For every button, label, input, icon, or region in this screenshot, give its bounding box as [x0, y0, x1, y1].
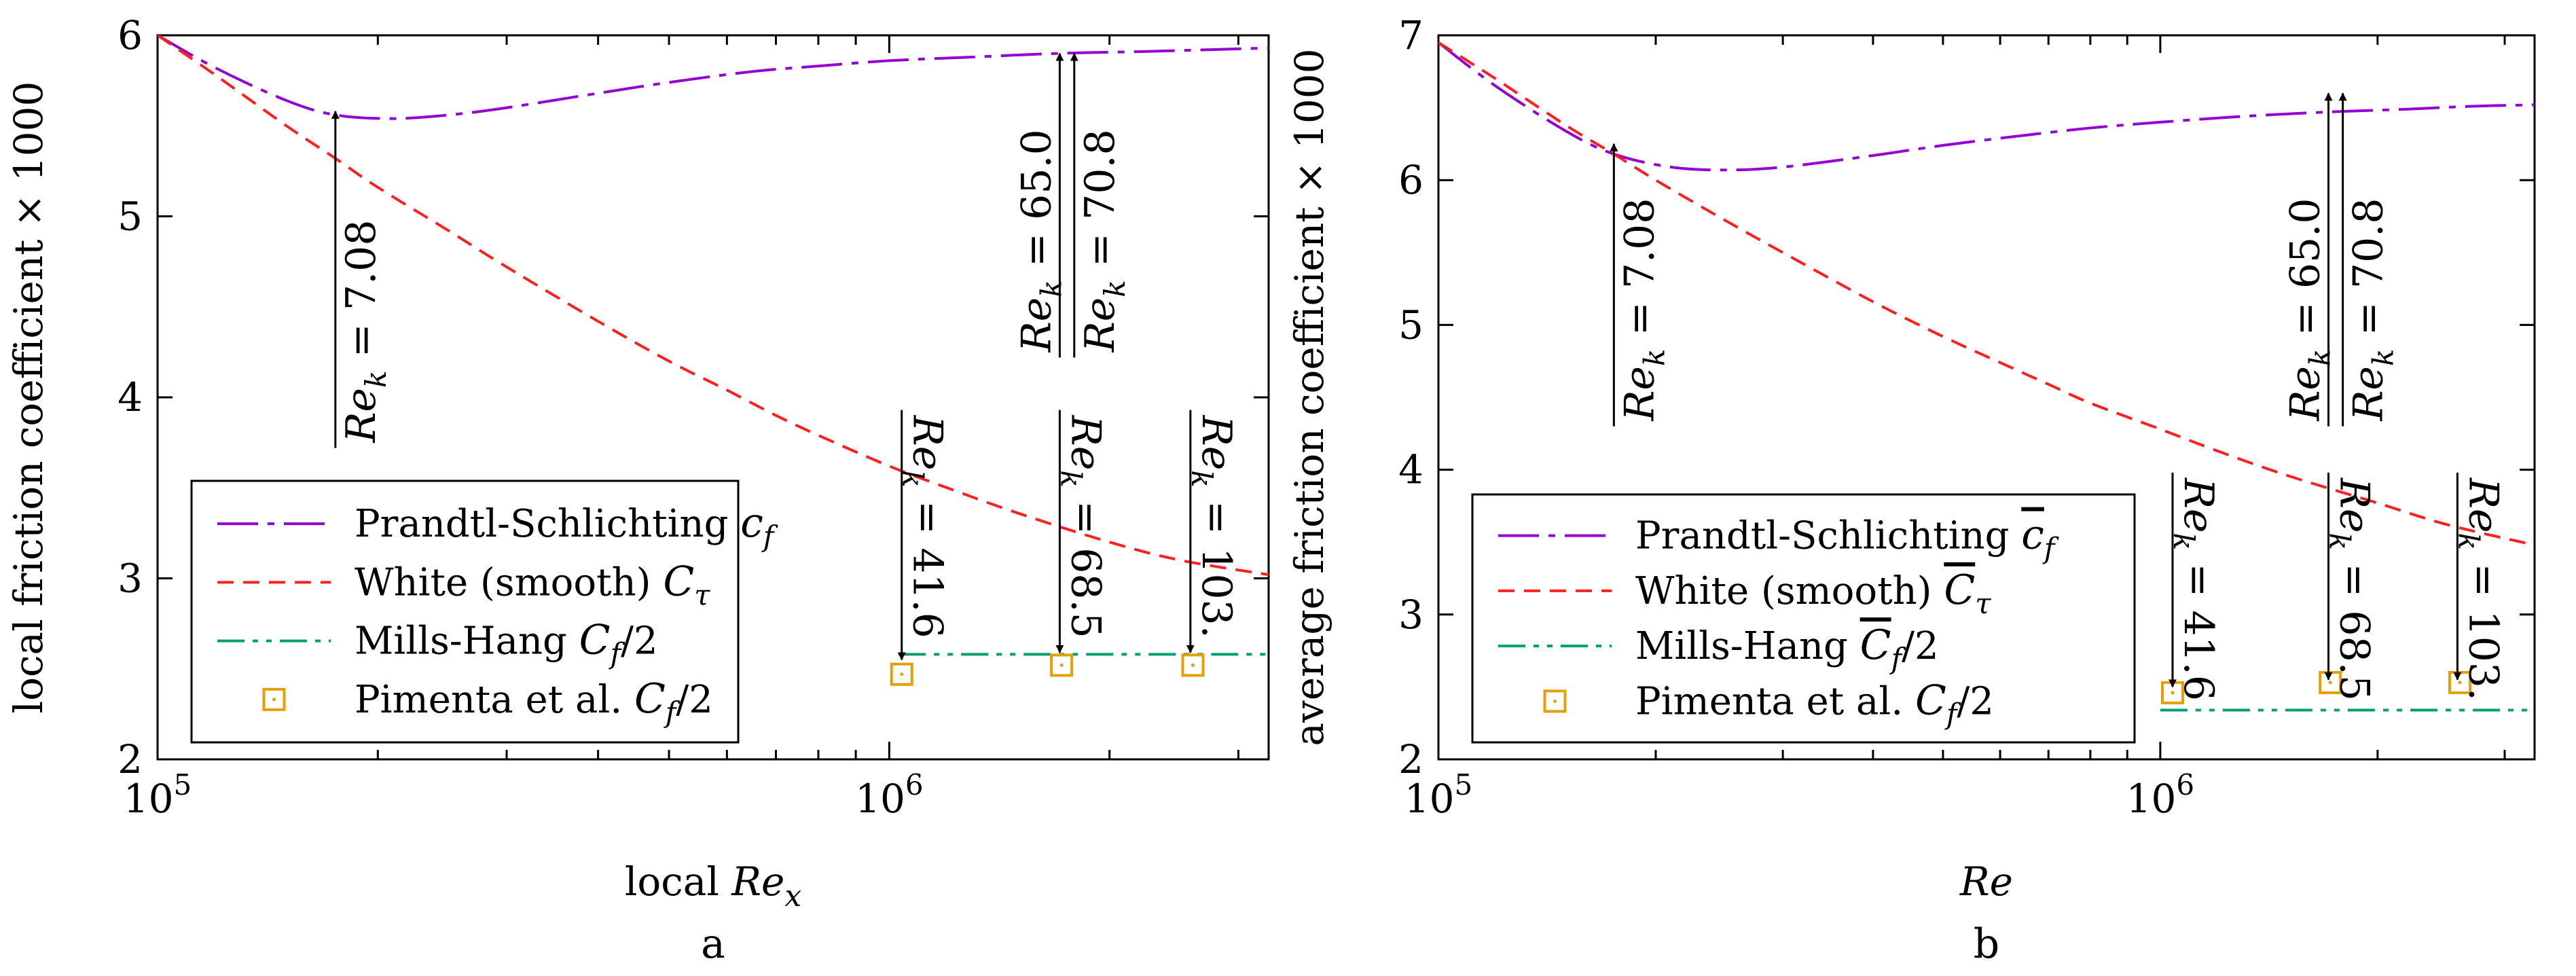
legend-entry: White (smooth) Cτ — [1635, 566, 1991, 620]
series-white-smooth- — [158, 35, 1269, 577]
data-point — [1181, 653, 1205, 677]
x-tick-label: 106 — [2126, 768, 2195, 822]
data-point-center — [900, 672, 904, 676]
legend-box — [190, 480, 740, 744]
annotation-label: Rek = 7.08 — [1616, 198, 1671, 421]
legend-entry: Pimenta et al. Cf/2 — [355, 675, 713, 729]
y-axis-label: average friction coefficient × 1000 — [1286, 48, 1332, 746]
data-point — [890, 662, 913, 686]
annotation-label: Rek = 70.8 — [1076, 129, 1131, 353]
chart-panel-b: 2 3 4 5 6 7 105 106 average friction coefficient… — [1286, 12, 2536, 968]
annotation-label: Rek = 65.0 — [2282, 198, 2337, 421]
series-white-smooth- — [1438, 41, 2535, 547]
y-tick-label: 7 — [1398, 12, 1423, 58]
y-tick-label: 4 — [1398, 447, 1423, 493]
panel-label: b — [1974, 920, 1999, 968]
x-tick-label: 105 — [1404, 768, 1473, 822]
y-axis-label: local friction coefficient × 1000 — [5, 82, 52, 714]
annotation-label: Rek = 65.0 — [1013, 129, 1068, 353]
x-tick-label: 105 — [124, 768, 192, 822]
legend-entry: White (smooth) Cτ — [355, 558, 710, 611]
series-line — [1438, 41, 2535, 172]
annotation-label: Rek = 41.6 — [896, 415, 951, 638]
data-point-center — [2328, 681, 2332, 685]
x-axis-label: local Rex — [625, 858, 802, 914]
legend-marker — [1543, 689, 1567, 713]
y-tick-label: 6 — [117, 12, 143, 58]
series-prandtl-schlichting — [158, 35, 1269, 120]
data-point-center — [2171, 691, 2175, 695]
legend-entry: Prandtl-Schlichting cf — [1635, 511, 2059, 565]
panel-label: a — [701, 920, 725, 968]
legend-marker-center — [1553, 699, 1557, 703]
y-tick-label: 2 — [117, 736, 143, 782]
series-pimenta-et-al- — [890, 653, 1205, 686]
y-tick-label: 5 — [1398, 302, 1423, 348]
chart-panel-a: 2 3 4 5 6 105 106 local friction coefficient × … — [5, 12, 1270, 968]
y-tick-label: 4 — [117, 374, 143, 420]
annotation-label: Rek = 41.6 — [2167, 477, 2222, 701]
annotation-label: Rek = 103. — [1185, 415, 1240, 638]
data-point — [1050, 653, 1074, 677]
y-tick-label: 5 — [117, 194, 143, 240]
y-tick-label: 2 — [1398, 736, 1423, 782]
x-tick-label: 106 — [855, 768, 924, 822]
plot-frame — [1437, 34, 2536, 761]
series-prandtl-schlichting — [1438, 41, 2535, 172]
legend-entry: Prandtl-Schlichting cf — [355, 499, 778, 553]
legend-entry: Mills-Hang Cf/2 — [1635, 621, 1939, 675]
y-tick-label: 6 — [1398, 157, 1423, 203]
legend-entry: Mills-Hang Cf/2 — [355, 617, 658, 670]
annotation-label: Rek = 70.8 — [2345, 198, 2400, 421]
annotation-label: Rek = 68.5 — [2323, 477, 2378, 701]
data-point-center — [1191, 663, 1195, 667]
data-point-center — [2458, 681, 2462, 685]
x-axis-label: Re — [1959, 858, 2013, 905]
legend-entry: Pimenta et al. Cf/2 — [1635, 676, 1994, 730]
annotation-label: Rek = 7.08 — [338, 219, 393, 443]
series-line — [158, 35, 1269, 120]
y-tick-label: 3 — [1398, 592, 1423, 638]
y-tick-label: 3 — [117, 556, 143, 602]
annotation-label: Rek = 68.5 — [1054, 415, 1109, 638]
legend-marker-center — [272, 698, 276, 702]
series-line — [158, 35, 1269, 577]
data-point-center — [1059, 663, 1064, 667]
series-line — [1438, 41, 2535, 547]
legend-marker — [262, 687, 286, 711]
annotation-label: Rek = 103. — [2452, 477, 2507, 701]
